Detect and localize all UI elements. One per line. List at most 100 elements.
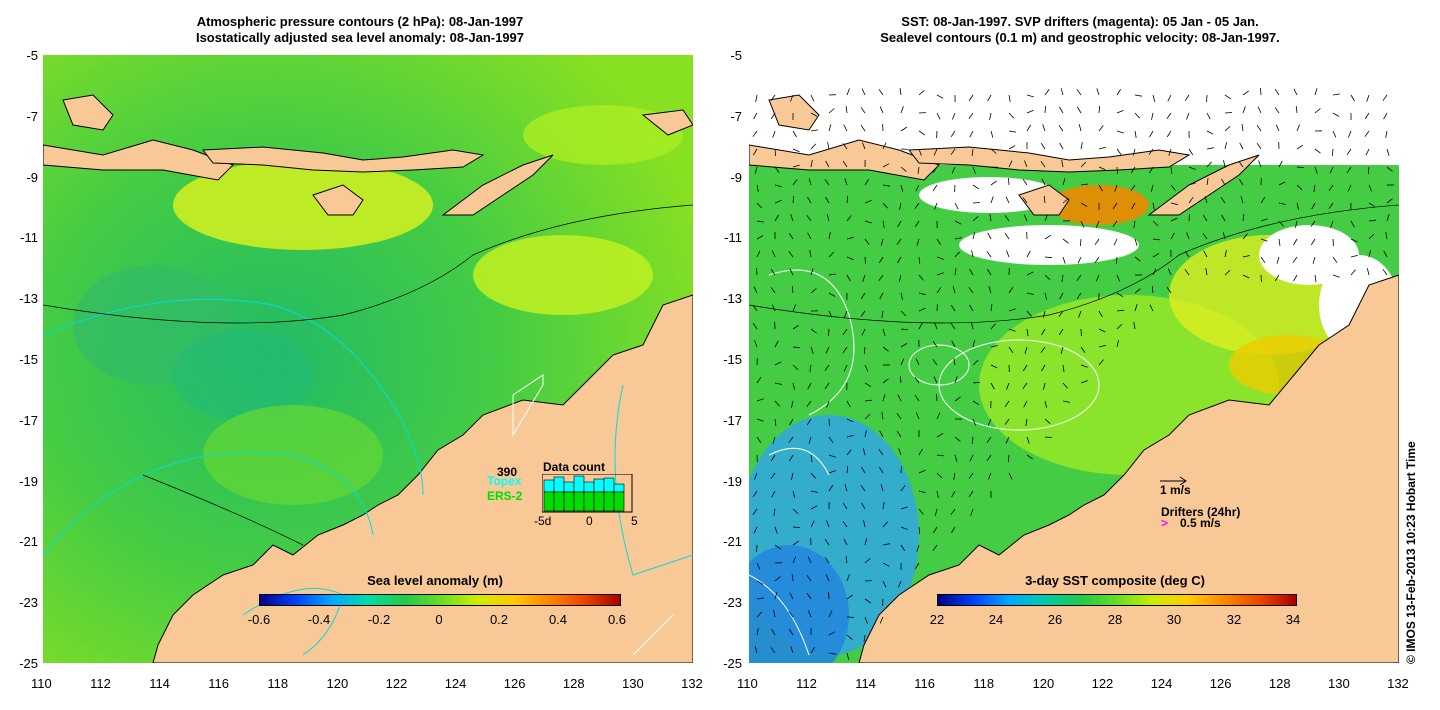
velocity-vector [774, 400, 780, 407]
velocity-vector [1350, 94, 1355, 102]
velocity-vector [790, 214, 794, 222]
left-title-line1: Atmospheric pressure contours (2 hPa): 0… [196, 14, 524, 29]
velocity-vector [792, 382, 795, 390]
velocity-vector [969, 304, 974, 312]
velocity-vector [916, 238, 920, 246]
velocity-vector [1278, 220, 1284, 227]
velocity-vector [1078, 124, 1082, 132]
velocity-vector [1314, 274, 1317, 282]
right-cb-tick: 26 [1047, 612, 1063, 627]
velocity-vector [1059, 142, 1064, 150]
velocity-vector [882, 328, 886, 336]
velocity-vector [932, 544, 938, 551]
velocity-vector [1242, 255, 1250, 258]
velocity-vector [1116, 166, 1118, 175]
velocity-vector [1170, 217, 1178, 222]
velocity-vector [880, 484, 884, 492]
data-count-total: 390 [497, 465, 518, 479]
velocity-vector [754, 646, 758, 654]
velocity-vector [954, 220, 962, 225]
velocity-vector [934, 322, 938, 330]
right-map-panel [749, 55, 1399, 663]
velocity-vector [1278, 181, 1286, 186]
velocity-vector [1044, 292, 1047, 300]
velocity-vector [990, 196, 994, 204]
y-tick-label: -23 [19, 595, 38, 611]
velocity-vector [1115, 256, 1118, 265]
velocity-vector [754, 340, 758, 348]
velocity-vector [1134, 256, 1141, 262]
x-tick-label: 116 [914, 676, 936, 691]
velocity-vector [900, 166, 907, 172]
velocity-vector [842, 346, 848, 354]
velocity-vector [861, 88, 866, 96]
velocity-vector [1188, 166, 1196, 170]
x-tick-label: 124 [1150, 676, 1173, 691]
velocity-vector [824, 179, 830, 186]
velocity-vector [972, 184, 980, 190]
velocity-vector [843, 364, 848, 372]
velocity-vector [756, 267, 758, 276]
velocity-vector [950, 148, 956, 155]
velocity-vector [1221, 178, 1226, 186]
velocity-vector [807, 196, 812, 204]
drifters-scale-label: 0.5 m/s [1180, 516, 1221, 530]
velocity-vector [914, 376, 920, 384]
velocity-vector [792, 130, 797, 138]
velocity-vector [862, 142, 866, 150]
velocity-vector [1076, 89, 1082, 96]
velocity-vector [969, 454, 974, 462]
velocity-vector [1278, 202, 1286, 205]
velocity-vector [752, 322, 758, 330]
velocity-vector [1238, 178, 1244, 186]
velocity-vector [1242, 90, 1249, 96]
velocity-vector [1078, 310, 1082, 318]
velocity-vector [809, 250, 812, 258]
velocity-vector [844, 484, 848, 492]
velocity-vector [1026, 436, 1030, 444]
velocity-vector [1295, 220, 1298, 228]
velocity-vector [842, 328, 848, 336]
velocity-vector [972, 359, 979, 366]
velocity-vector [828, 251, 835, 258]
velocity-vector [1026, 328, 1029, 336]
velocity-vector [752, 305, 758, 312]
velocity-vector [1275, 124, 1280, 132]
velocity-vector [864, 220, 872, 224]
velocity-vector [1364, 130, 1370, 137]
velocity-vector [1238, 161, 1244, 168]
velocity-vector [1242, 274, 1250, 279]
velocity-vector [806, 215, 812, 222]
velocity-vector [864, 256, 866, 265]
velocity-vector [807, 232, 812, 240]
right-cb-tick: 28 [1107, 612, 1123, 627]
velocity-vector [936, 272, 944, 276]
velocity-vector [953, 472, 956, 480]
velocity-vector [861, 502, 866, 510]
velocity-vector [1350, 255, 1358, 258]
velocity-vector [1022, 364, 1028, 372]
velocity-vector [1095, 220, 1100, 228]
velocity-vector [1098, 328, 1106, 333]
velocity-vector [879, 616, 884, 624]
velocity-vector [1347, 130, 1352, 138]
velocity-vector [1166, 112, 1172, 119]
velocity-vector [788, 436, 794, 443]
velocity-vector [1008, 130, 1016, 133]
x-tick-label: 132 [1387, 676, 1409, 691]
velocity-vector [843, 124, 848, 132]
velocity-vector [1330, 220, 1334, 228]
velocity-vector [1008, 308, 1016, 312]
velocity-vector [1098, 184, 1103, 192]
velocity-vector [1134, 238, 1138, 246]
velocity-vector [990, 364, 998, 369]
velocity-vector [1044, 436, 1053, 438]
velocity-vector [1188, 213, 1190, 222]
velocity-vector [774, 382, 782, 385]
velocity-vector [828, 328, 830, 337]
velocity-vector [954, 376, 958, 384]
velocity-vector [792, 179, 798, 186]
velocity-vector [860, 124, 866, 132]
velocity-vector [1167, 268, 1172, 276]
velocity-vector [846, 574, 850, 582]
